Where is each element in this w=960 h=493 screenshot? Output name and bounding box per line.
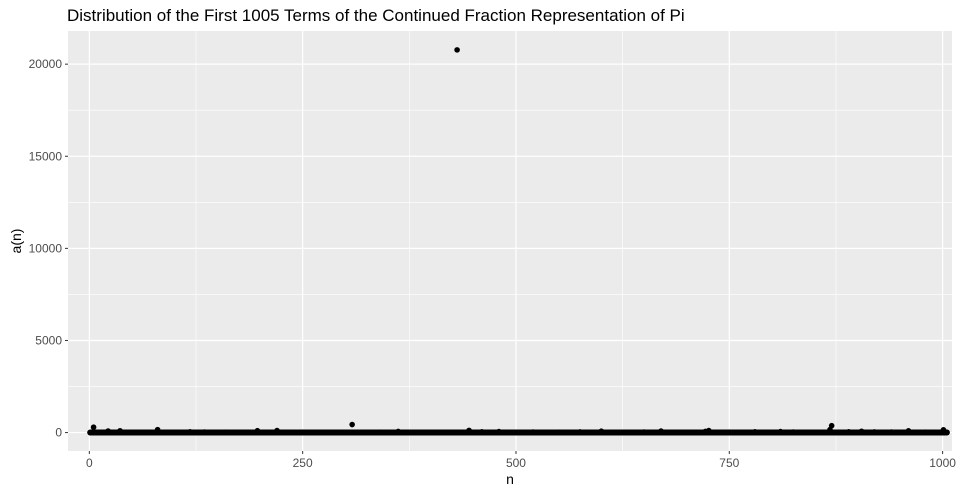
y-tick-label: 0 (55, 426, 62, 440)
data-point (777, 428, 784, 435)
data-point (376, 429, 383, 435)
data-point (274, 427, 280, 434)
plot-panel (68, 31, 952, 451)
data-point (790, 429, 797, 435)
x-tick-label: 0 (86, 456, 93, 470)
data-point (395, 428, 402, 435)
data-point (479, 429, 485, 435)
data-point (555, 429, 562, 436)
data-point (683, 429, 690, 436)
data-point (466, 427, 472, 434)
data-point (905, 428, 912, 434)
data-point (105, 428, 111, 434)
x-tick-label: 750 (719, 456, 739, 470)
y-tick-label: 10000 (29, 241, 63, 255)
y-axis-title: a(n) (8, 229, 24, 254)
data-point (90, 424, 97, 431)
data-point (944, 429, 950, 436)
data-point (530, 429, 536, 435)
y-tick-label: 15000 (29, 149, 63, 163)
data-point (187, 428, 193, 435)
data-point (254, 427, 261, 434)
chart-title: Distribution of the First 1005 Terms of … (67, 6, 685, 25)
data-point (496, 428, 502, 435)
data-point (811, 429, 818, 436)
data-point (454, 47, 460, 53)
data-point (858, 428, 865, 435)
data-point (598, 428, 605, 434)
data-point (427, 429, 434, 436)
data-point (223, 429, 229, 435)
data-point (513, 429, 519, 436)
x-tick-label: 1000 (929, 456, 956, 470)
data-point (154, 426, 161, 433)
data-point (577, 429, 583, 435)
data-point (726, 429, 733, 435)
data-point (641, 429, 647, 435)
data-points (87, 47, 950, 436)
x-tick-label: 500 (506, 456, 526, 470)
data-point (752, 429, 758, 435)
data-point (828, 422, 835, 429)
x-tick-label: 250 (293, 456, 313, 470)
data-point (299, 429, 306, 436)
data-point (658, 428, 664, 434)
y-tick-label: 5000 (35, 333, 62, 347)
data-point (706, 427, 712, 434)
data-point (922, 429, 929, 436)
data-point (615, 429, 622, 436)
data-point (117, 427, 123, 434)
data-point (888, 429, 895, 435)
data-point (133, 429, 140, 436)
data-point (325, 429, 332, 436)
y-tick-label: 20000 (29, 57, 63, 71)
data-point (845, 428, 852, 435)
data-point (349, 421, 355, 428)
x-axis-title: n (506, 471, 514, 487)
data-point (201, 429, 208, 435)
data-point (871, 429, 878, 435)
